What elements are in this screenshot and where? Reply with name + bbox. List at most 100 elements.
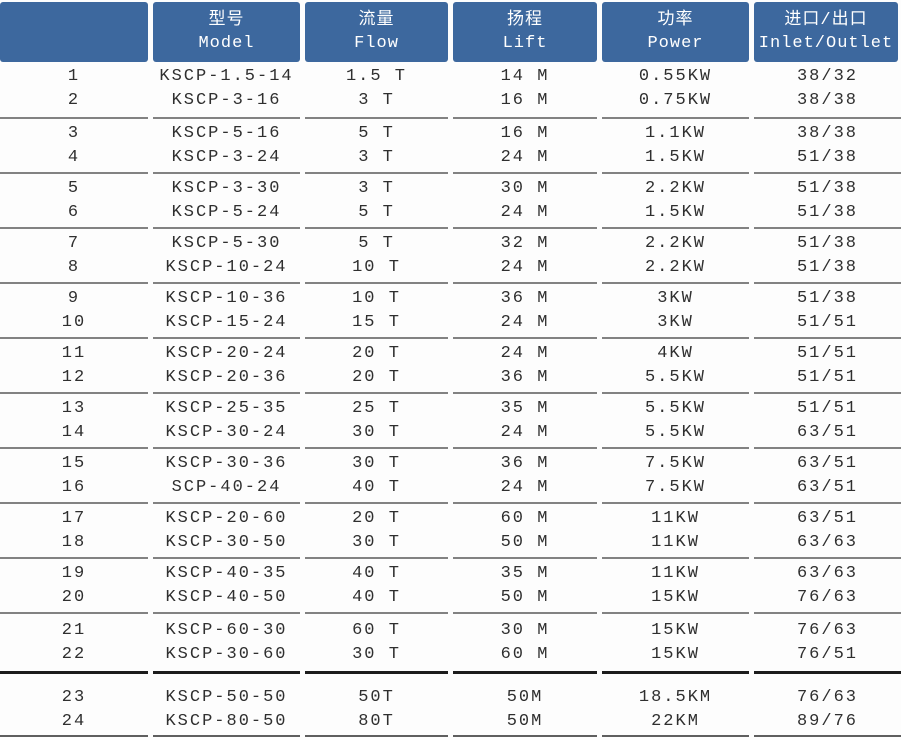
cell-value-row1: 5 T <box>358 124 395 143</box>
table-row-group: 21 22 KSCP-60-30 KSCP-30-60 60 T 30 T 30… <box>0 612 901 671</box>
cell-inlet_outlet: 51/38 51/38 <box>754 172 901 227</box>
cell-value-row1: 38/38 <box>796 124 858 143</box>
cell-value-row2: KSCP-5-24 <box>171 203 282 222</box>
cell-value-row1: 5 <box>67 179 81 198</box>
cell-value-row1: 21 <box>61 621 87 640</box>
cell-value-row1: 51/38 <box>796 289 858 308</box>
cell-value-row2: KSCP-30-24 <box>165 423 288 442</box>
cell-value-row1: 11 <box>61 344 87 363</box>
table-row-group: 23 24 KSCP-50-50 KSCP-80-50 50T 80T 50M … <box>0 671 901 737</box>
cell-value-row2: 63/63 <box>796 533 858 552</box>
cell-power: 11KW 15KW <box>602 557 749 612</box>
cell-value-row2: 24 M <box>500 423 550 442</box>
cell-value-row1: KSCP-50-50 <box>165 688 288 707</box>
cell-value-row1: 76/63 <box>796 621 858 640</box>
cell-model: KSCP-30-36 SCP-40-24 <box>153 447 300 502</box>
cell-model: KSCP-5-30 KSCP-10-24 <box>153 227 300 282</box>
cell-model: KSCP-25-35 KSCP-30-24 <box>153 392 300 447</box>
cell-value-row2: 24 M <box>500 313 550 332</box>
cell-value-row1: KSCP-3-30 <box>171 179 282 198</box>
cell-flow: 50T 80T <box>305 671 448 737</box>
cell-value-row2: 3 T <box>358 148 395 167</box>
table-row-group: 15 16 KSCP-30-36 SCP-40-24 30 T 40 T 36 … <box>0 447 901 502</box>
cell-value-row2: 5 T <box>358 203 395 222</box>
cell-value-row2: 15KW <box>651 645 700 664</box>
cell-value-row2: 80T <box>358 712 395 731</box>
column-header-inlet_outlet: 进口/出口 Inlet/Outlet <box>754 2 898 62</box>
cell-index: 21 22 <box>0 612 148 671</box>
cell-index: 11 12 <box>0 337 148 392</box>
table-row-group: 5 6 KSCP-3-30 KSCP-5-24 3 T 5 T 30 M 24 … <box>0 172 901 227</box>
cell-value-row2: 76/63 <box>796 588 858 607</box>
cell-value-row2: 20 <box>61 588 87 607</box>
cell-value-row2: 3KW <box>657 313 694 332</box>
cell-value-row1: KSCP-5-30 <box>171 234 282 253</box>
cell-value-row1: 4KW <box>657 344 694 363</box>
cell-value-row2: 36 M <box>500 368 550 387</box>
cell-value-row2: 20 T <box>352 368 401 387</box>
cell-inlet_outlet: 51/38 51/51 <box>754 282 901 337</box>
table-header: 型号 Model 流量 Flow 扬程 Lift 功率 Power 进口/出口 … <box>0 0 901 62</box>
cell-value-row2: 22KM <box>651 712 700 731</box>
cell-model: KSCP-3-30 KSCP-5-24 <box>153 172 300 227</box>
cell-value-row2: KSCP-3-24 <box>171 148 282 167</box>
cell-value-row2: 50M <box>506 712 544 731</box>
table-body: 1 2 KSCP-1.5-14 KSCP-3-16 1.5 T 3 T 14 M… <box>0 62 901 737</box>
table-row-group: 1 2 KSCP-1.5-14 KSCP-3-16 1.5 T 3 T 14 M… <box>0 62 901 117</box>
cell-value-row1: 60 T <box>352 621 401 640</box>
cell-value-row2: 51/38 <box>796 203 858 222</box>
cell-inlet_outlet: 51/38 51/38 <box>754 227 901 282</box>
cell-lift: 35 M 24 M <box>453 392 597 447</box>
cell-value-row1: 36 M <box>500 454 550 473</box>
cell-value-row1: 51/51 <box>796 399 858 418</box>
cell-value-row2: 30 T <box>352 645 401 664</box>
cell-power: 15KW 15KW <box>602 612 749 671</box>
column-header-index <box>0 2 148 62</box>
cell-value-row2: 2.2KW <box>644 258 706 277</box>
cell-inlet_outlet: 51/51 51/51 <box>754 337 901 392</box>
column-header-flow: 流量 Flow <box>305 2 448 62</box>
cell-inlet_outlet: 76/63 76/51 <box>754 612 901 671</box>
cell-inlet_outlet: 38/38 51/38 <box>754 117 901 172</box>
cell-value-row1: KSCP-25-35 <box>165 399 288 418</box>
cell-value-row1: 51/51 <box>796 344 858 363</box>
cell-value-row2: 15 T <box>352 313 401 332</box>
cell-flow: 60 T 30 T <box>305 612 448 671</box>
cell-value-row2: SCP-40-24 <box>171 478 282 497</box>
cell-flow: 1.5 T 3 T <box>305 62 448 117</box>
cell-value-row2: 6 <box>67 203 81 222</box>
column-header-lift: 扬程 Lift <box>453 2 597 62</box>
cell-power: 7.5KW 7.5KW <box>602 447 749 502</box>
cell-inlet_outlet: 76/63 89/76 <box>754 671 901 737</box>
cell-value-row1: 7 <box>67 234 81 253</box>
cell-flow: 30 T 40 T <box>305 447 448 502</box>
table-row-group: 3 4 KSCP-5-16 KSCP-3-24 5 T 3 T 16 M 24 … <box>0 117 901 172</box>
cell-power: 2.2KW 2.2KW <box>602 227 749 282</box>
cell-flow: 40 T 40 T <box>305 557 448 612</box>
cell-flow: 5 T 3 T <box>305 117 448 172</box>
cell-value-row2: 1.5KW <box>644 203 706 222</box>
cell-index: 13 14 <box>0 392 148 447</box>
column-header-en: Power <box>647 34 704 53</box>
cell-value-row1: 35 M <box>500 564 550 583</box>
cell-value-row2: KSCP-30-50 <box>165 533 288 552</box>
cell-value-row1: 30 M <box>500 179 550 198</box>
cell-lift: 14 M 16 M <box>453 62 597 117</box>
cell-value-row1: 3KW <box>657 289 694 308</box>
cell-value-row1: 50T <box>358 688 395 707</box>
cell-index: 15 16 <box>0 447 148 502</box>
cell-lift: 32 M 24 M <box>453 227 597 282</box>
cell-index: 23 24 <box>0 671 148 737</box>
cell-value-row1: 50M <box>506 688 544 707</box>
cell-value-row1: 36 M <box>500 289 550 308</box>
cell-value-row1: 60 M <box>500 509 550 528</box>
cell-value-row2: KSCP-15-24 <box>165 313 288 332</box>
cell-value-row2: 30 T <box>352 533 401 552</box>
column-header-en: Lift <box>502 34 548 53</box>
cell-value-row2: 2 <box>67 91 81 110</box>
cell-value-row2: KSCP-80-50 <box>165 712 288 731</box>
cell-flow: 10 T 15 T <box>305 282 448 337</box>
cell-value-row2: 89/76 <box>796 712 858 731</box>
cell-value-row2: KSCP-10-24 <box>165 258 288 277</box>
